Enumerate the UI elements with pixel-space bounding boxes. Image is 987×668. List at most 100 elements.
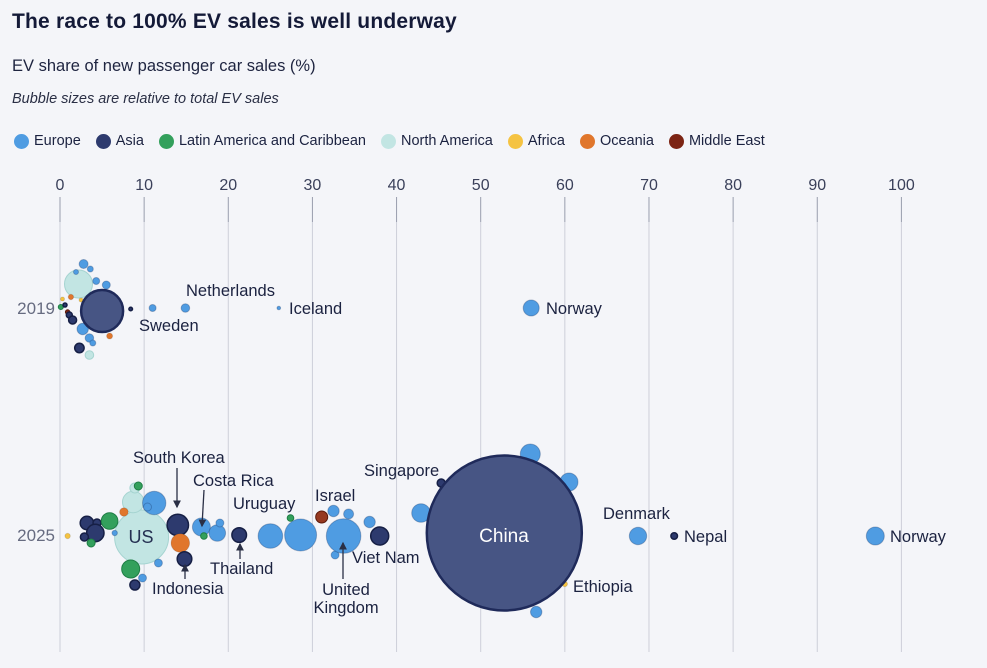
axis-tick-label: 80: [724, 177, 742, 194]
bubble-2019-africa[interactable]: [60, 296, 65, 302]
legend-label: Asia: [115, 133, 144, 149]
bubble-2025-latam[interactable]: [100, 512, 119, 530]
legend-item-asia[interactable]: Asia: [95, 133, 144, 149]
bubble-2025-uruguay[interactable]: [286, 514, 295, 522]
bubble-2019-sweden[interactable]: [148, 304, 157, 312]
legend-dot-icon: [668, 133, 684, 149]
country-label-iceland: Iceland: [289, 300, 342, 318]
legend-item-oceania[interactable]: Oceania: [579, 133, 654, 149]
country-label-norway: Norway: [890, 528, 947, 546]
bubble-2019-europe[interactable]: [86, 265, 94, 273]
country-label-viet-nam: Viet Nam: [352, 549, 420, 567]
axis-tick-label: 100: [888, 177, 915, 194]
bubble-2025-europe[interactable]: [215, 518, 225, 528]
bubble-2019-netherlands[interactable]: [180, 303, 191, 313]
legend-item-middle-east[interactable]: Middle East: [668, 133, 765, 149]
axis-tick-label: 20: [219, 177, 237, 194]
legend-item-africa[interactable]: Africa: [507, 133, 565, 149]
bubble-2025-denmark[interactable]: [628, 526, 648, 546]
country-label-costa-rica: Costa Rica: [193, 472, 275, 490]
axis-tick-group: 70: [640, 177, 658, 652]
chart-subtitle: EV share of new passenger car sales (%): [12, 57, 316, 75]
bubble-2019-europe[interactable]: [92, 277, 101, 285]
bubble-2019-asia[interactable]: [128, 306, 134, 312]
bubble-2025-europe[interactable]: [363, 515, 376, 529]
bubble-2025-europe[interactable]: [208, 524, 227, 542]
bubble-2025-europe[interactable]: [530, 605, 543, 619]
bubble-2025-indonesia[interactable]: [176, 550, 193, 568]
country-label-kingdom: Kingdom: [313, 599, 378, 617]
row-label-2019: 2019: [17, 299, 55, 318]
bubble-2025-us[interactable]: [114, 509, 170, 565]
bubble-2025-europe[interactable]: [327, 504, 340, 518]
country-label-china: China: [479, 526, 529, 547]
bubble-2019-europe[interactable]: [73, 269, 79, 275]
bubble-2025-europe[interactable]: [153, 558, 163, 568]
bubble-2019-norway[interactable]: [522, 299, 540, 317]
bubble-2025-nepal[interactable]: [670, 531, 679, 541]
legend-label: Africa: [527, 133, 565, 149]
bubble-2025-europe[interactable]: [343, 508, 355, 520]
legend-dot-icon: [507, 133, 523, 149]
bubble-2025-costa-rica[interactable]: [200, 532, 208, 540]
country-label-united: United: [322, 581, 370, 599]
chart-legend: Europe Asia Latin America and Caribbean Nor…: [14, 133, 765, 149]
legend-item-latam[interactable]: Latin America and Caribbean: [158, 133, 366, 149]
bubble-2025-europe[interactable]: [257, 523, 284, 549]
bubble-2025-south-korea[interactable]: [166, 513, 190, 537]
axis-tick-group: 20: [219, 177, 237, 652]
bubble-2019-china[interactable]: [79, 288, 125, 334]
bubble-2025-latam[interactable]: [86, 538, 96, 548]
country-label-denmark: Denmark: [603, 505, 671, 523]
axis-tick-label: 10: [135, 177, 153, 194]
bubble-2025-israel[interactable]: [315, 510, 329, 524]
country-label-thailand: Thailand: [210, 560, 273, 578]
legend-label: Middle East: [688, 133, 765, 149]
bubble-2025-norway[interactable]: [865, 526, 885, 546]
bubble-2019-asia[interactable]: [73, 342, 85, 354]
bubble-2025-oceania[interactable]: [119, 507, 129, 517]
bubble-2019-europe[interactable]: [84, 333, 95, 343]
axis-tick-label: 70: [640, 177, 658, 194]
bubble-2019-north_america[interactable]: [64, 269, 93, 299]
bubble-2019-europe[interactable]: [101, 280, 111, 290]
bubble-2025-asia[interactable]: [79, 532, 90, 542]
row-label-2025: 2025: [17, 526, 55, 545]
bubble-2019-north_america[interactable]: [84, 350, 95, 360]
legend-item-north-america[interactable]: North America: [381, 133, 493, 149]
bubble-2025-china[interactable]: [425, 454, 584, 612]
country-label-ethiopia: Ethiopia: [573, 578, 633, 596]
legend-item-europe[interactable]: Europe: [14, 133, 81, 149]
bubble-2025-oceania[interactable]: [170, 533, 191, 553]
bubble-2025-europe[interactable]: [111, 529, 118, 537]
axis-tick-group: 80: [724, 177, 742, 652]
bubble-2019-oceania[interactable]: [67, 293, 75, 301]
bubble-2025-latam[interactable]: [133, 481, 143, 491]
bubble-2019-europe[interactable]: [78, 259, 89, 269]
bubble-2025-europe[interactable]: [138, 573, 147, 583]
bubble-2019-asia[interactable]: [67, 315, 78, 325]
bubble-2025-europe[interactable]: [284, 518, 318, 552]
axis-tick-group: 40: [388, 177, 406, 652]
annotation-arrow: [198, 489, 207, 528]
country-label-south-korea: South Korea: [133, 449, 226, 467]
page-title: The race to 100% EV sales is well underw…: [12, 10, 457, 33]
axis-tick-label: 90: [808, 177, 826, 194]
bubble-2019-europe[interactable]: [89, 339, 97, 347]
bubble-2025-thailand[interactable]: [231, 526, 248, 544]
axis-tick-group: 30: [304, 177, 321, 652]
country-label-israel: Israel: [315, 487, 355, 505]
bubble-2019-europe[interactable]: [76, 322, 89, 336]
bubble-2025-latam[interactable]: [121, 559, 141, 579]
bubble-2019-oceania[interactable]: [106, 332, 114, 340]
bubble-2025-viet-nam[interactable]: [369, 526, 390, 546]
legend-dot-icon: [95, 133, 111, 149]
bubble-2019-iceland[interactable]: [276, 305, 282, 311]
country-label-indonesia: Indonesia: [152, 580, 224, 598]
bubble-2025-europe[interactable]: [143, 502, 152, 512]
bubble-2019-asia[interactable]: [62, 302, 68, 308]
bubble-2025-asia[interactable]: [129, 579, 141, 591]
bubble-2025-africa[interactable]: [64, 532, 71, 540]
axis-tick-group: 100: [888, 177, 915, 652]
